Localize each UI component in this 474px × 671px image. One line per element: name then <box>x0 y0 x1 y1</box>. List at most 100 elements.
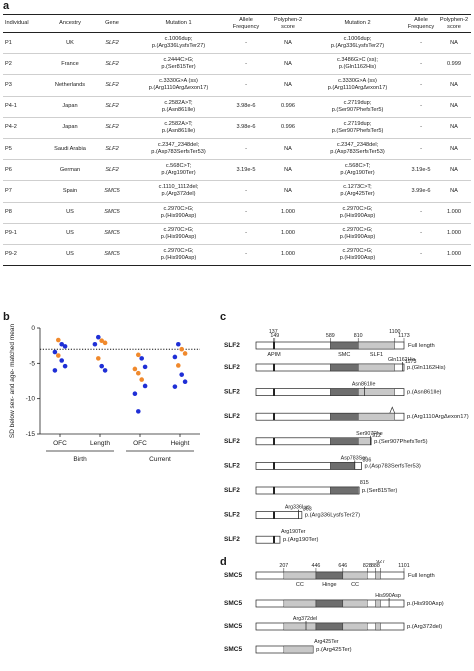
y-tick-label: -10 <box>26 396 36 403</box>
cell-mutation-1-cdna: c.3330G>A (ss) <box>159 78 198 85</box>
variant-protein <box>255 362 405 372</box>
cell-individual: P5 <box>3 138 47 161</box>
protein-name: SLF2 <box>224 462 240 469</box>
data-point <box>139 377 144 382</box>
variant-label: p.(Arg372del) <box>407 624 442 630</box>
full-length-protein <box>255 341 405 350</box>
data-point <box>56 337 61 343</box>
cell-mutation-2-protein: p.(Ser907PhefsTer5) <box>331 106 384 113</box>
protein-domain <box>273 535 275 544</box>
mutation-table: Individual Ancestry Gene Mutation 1 Alle… <box>3 14 471 267</box>
protein-backbone <box>255 412 405 421</box>
cell-gene: SLF2 <box>93 117 131 139</box>
cell-allele-frequency-2: - <box>405 244 437 267</box>
header-allele-frequency-2: Allele Frequency <box>405 14 437 33</box>
cell-mutation-1: c.2347_2348del; p.(Asp783SerfsTer53) <box>131 138 226 161</box>
data-point <box>59 358 64 363</box>
protein-domain <box>283 571 317 580</box>
protein-domain <box>330 388 359 396</box>
protein-domain <box>357 486 360 495</box>
frameshift-segment <box>354 462 362 470</box>
cell-ancestry: US <box>47 244 93 267</box>
protein-domain <box>357 412 395 421</box>
cell-allele-frequency-1: - <box>226 32 266 55</box>
data-point <box>96 356 101 361</box>
data-point <box>96 334 101 340</box>
frameshift-segment <box>298 511 303 519</box>
protein-domain <box>357 363 395 372</box>
cell-mutation-2-protein: p.(Arg190Ter) <box>340 170 375 177</box>
variant-end-label: 363 <box>303 507 312 513</box>
cell-individual: P8 <box>3 202 47 224</box>
cell-individual: P9-2 <box>3 244 47 267</box>
group-label: Birth <box>73 456 87 463</box>
protein-name: SLF2 <box>224 438 240 445</box>
cell-individual: P1 <box>3 32 47 55</box>
table-row: P7 Spain SMC5 c.1110_1112del; p.(Arg372del) -… <box>3 180 471 203</box>
cell-mutation-2-cdna: c.2970C>G; <box>342 205 373 212</box>
panel-label-c: c <box>220 311 227 323</box>
table-row: P8 US SMC5 c.2970C>G; p.(His990Asp) -1.000 c.2… <box>3 202 471 224</box>
cell-mutation-1-protein: p.(Asn861Ile) <box>161 106 196 113</box>
domain-label: Hinge <box>322 582 336 588</box>
protein-domain <box>273 462 275 470</box>
panel-label-a: a <box>3 0 10 12</box>
header-individual: Individual <box>3 14 47 33</box>
cell-mutation-2-cdna: c.2719dup; <box>343 99 372 106</box>
data-point <box>182 351 188 356</box>
cell-mutation-2: c.2970C>G; p.(His990Asp) <box>310 202 405 224</box>
cell-individual: P4-1 <box>3 96 47 118</box>
data-point <box>56 353 61 358</box>
variant-site-label: Ser907Phe <box>356 431 383 437</box>
cell-ancestry: Netherlands <box>47 74 93 97</box>
data-point <box>52 368 58 373</box>
protein-domain <box>315 622 344 631</box>
cell-mutation-1-protein: p.(His990Asp) <box>160 212 197 219</box>
protein-name: SLF2 <box>224 364 240 371</box>
position-label: 207 <box>279 563 288 569</box>
table-row: P1 UK SLF2 c.1006dup; p.(Arg336LysfsTer27) - N… <box>3 32 471 55</box>
cell-allele-frequency-2: - <box>405 202 437 224</box>
protein-domain <box>330 486 359 495</box>
protein-domain <box>273 363 275 372</box>
cell-mutation-1: c.3330G>A (ss) p.(Arg1110ArgΔexon17) <box>131 74 226 97</box>
cell-mutation-2-cdna: c.2970C>G; <box>342 247 373 254</box>
group-label: Current <box>149 456 171 463</box>
variant-protein <box>255 486 360 495</box>
cell-ancestry: Spain <box>47 180 93 203</box>
full-length-protein <box>255 571 405 580</box>
domain-label: SMC <box>338 352 350 358</box>
table-row: P6 German SLF2 c.568C>T; p.(Arg190Ter) 3.19e-… <box>3 159 471 182</box>
cell-mutation-2: c.568C>T; p.(Arg190Ter) <box>310 159 405 182</box>
cell-mutation-1: c.2970C>G; p.(His990Asp) <box>131 244 226 267</box>
header-gene: Gene <box>93 14 131 33</box>
cell-allele-frequency-1: - <box>226 202 266 224</box>
header-ancestry: Ancestry <box>47 14 93 33</box>
variant-site-label: Arg372del <box>293 616 317 622</box>
cell-allele-frequency-1: - <box>226 244 266 267</box>
data-point <box>142 383 148 389</box>
cell-mutation-1: c.2970C>G; p.(His990Asp) <box>131 202 226 224</box>
cell-polyphen-2: NA <box>437 159 471 182</box>
cell-allele-frequency-1: 3.19e-5 <box>226 159 266 182</box>
cell-gene: SLF2 <box>93 32 131 55</box>
cell-gene: SLF2 <box>93 138 131 161</box>
x-tick-label: Height <box>171 440 190 447</box>
data-point <box>179 372 184 377</box>
cell-allele-frequency-2: 3.99e-6 <box>405 180 437 203</box>
cell-mutation-1-protein: p.(Arg336LysfsTer27) <box>151 43 206 50</box>
panel-label-b: b <box>3 311 10 323</box>
cell-mutation-2-cdna: c.2719dup; <box>343 120 372 127</box>
cell-mutation-1-protein: p.(Arg372del) <box>161 191 196 198</box>
protein-domain <box>342 599 368 608</box>
variant-site-label: Arg425Ter <box>314 639 339 645</box>
data-point <box>132 366 138 372</box>
variant-site-label: His990Asp <box>375 593 401 599</box>
table-row: P9-1 US SMC5 c.2970C>G; p.(His990Asp) -1.000 c… <box>3 223 471 245</box>
cell-allele-frequency-1: - <box>226 74 266 97</box>
cell-mutation-1-protein: p.(His990Asp) <box>160 254 197 261</box>
position-label: 1173 <box>398 333 409 339</box>
cell-mutation-1-cdna: c.1110_1112del; <box>158 184 199 191</box>
protein-name: SMC5 <box>224 646 242 653</box>
protein-domain <box>357 388 395 396</box>
